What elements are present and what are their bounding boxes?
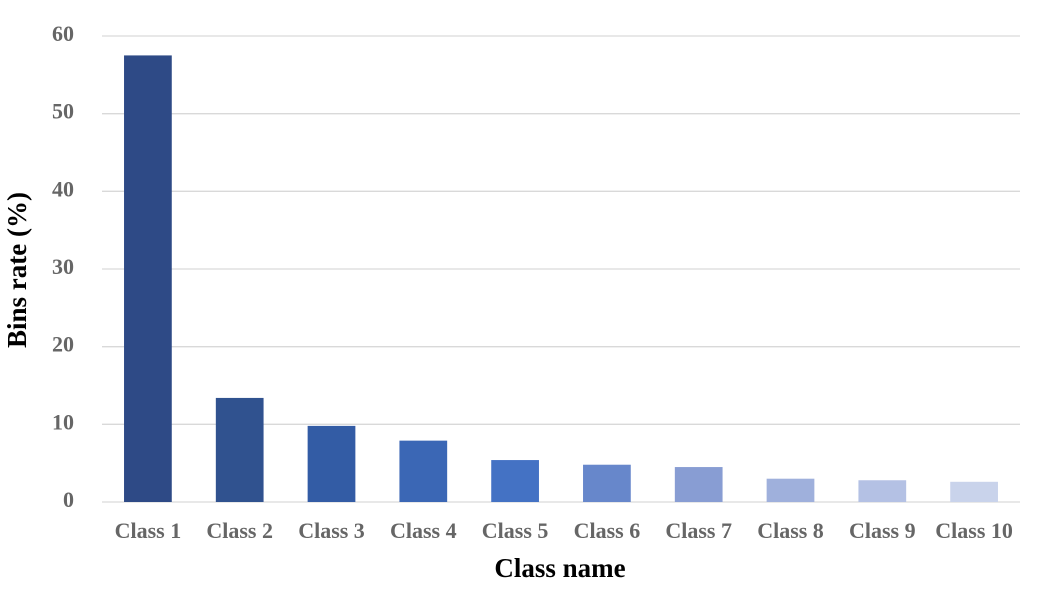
- x-tick-label: Class 6: [574, 518, 641, 543]
- x-tick-label: Class 9: [849, 518, 916, 543]
- y-tick-label: 0: [63, 487, 74, 512]
- bar: [766, 478, 815, 502]
- bar: [124, 55, 172, 503]
- bar: [399, 440, 448, 502]
- x-tick-label: Class 10: [935, 518, 1013, 543]
- y-tick-label: 10: [52, 409, 74, 434]
- bar: [307, 425, 356, 502]
- bar: [858, 480, 907, 502]
- x-tick-label: Class 3: [298, 518, 365, 543]
- bar: [674, 467, 723, 502]
- x-tick-label: Class 2: [206, 518, 273, 543]
- x-tick-label: Class 1: [115, 518, 182, 543]
- bar: [583, 464, 631, 502]
- y-tick-label: 50: [52, 99, 74, 124]
- x-axis-title: Class name: [494, 553, 625, 583]
- x-tick-label: Class 8: [757, 518, 824, 543]
- bar: [215, 397, 264, 502]
- bar: [950, 481, 998, 502]
- x-tick-label: Class 5: [482, 518, 549, 543]
- y-tick-label: 60: [52, 21, 74, 46]
- x-tick-label: Class 4: [390, 518, 457, 543]
- y-axis-title: Bins rate (%): [2, 192, 32, 348]
- y-tick-label: 30: [52, 254, 74, 279]
- x-tick-label: Class 7: [665, 518, 732, 543]
- y-tick-label: 20: [52, 332, 74, 357]
- bar: [491, 460, 539, 502]
- y-tick-label: 40: [52, 176, 74, 201]
